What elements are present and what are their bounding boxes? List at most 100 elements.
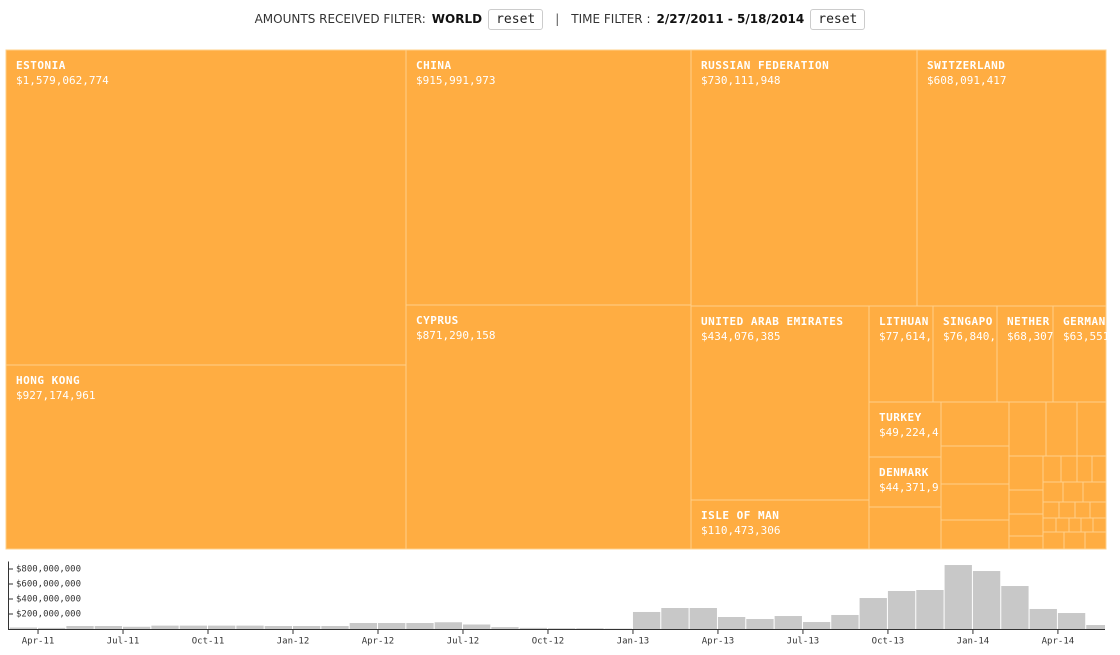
bar (1001, 586, 1029, 629)
cell-name: ESTONIA (16, 59, 66, 72)
separator: | (555, 12, 560, 26)
y-tick-label: $600,000,000 (16, 580, 81, 590)
bar (944, 565, 972, 629)
treemap-cell (868, 401, 942, 458)
bar (208, 625, 236, 629)
cell-name: SWITZERLAND (927, 59, 1005, 72)
cell-value: $927,174,961 (16, 389, 95, 402)
bar (887, 590, 916, 629)
bar (462, 624, 491, 629)
bar (972, 571, 1001, 629)
cell-name: CYPRUS (416, 314, 459, 327)
bar (66, 626, 94, 629)
cell-name: NETHER (1007, 315, 1050, 328)
bar (434, 622, 462, 629)
bar (661, 608, 689, 629)
cell-value: $730,111,948 (701, 74, 780, 87)
x-tick-label: Jul-11 (107, 637, 140, 647)
bar (38, 627, 66, 629)
treemap-cell (690, 49, 918, 307)
cell-value: $76,840, (943, 330, 996, 343)
treemap-cell (1052, 305, 1107, 403)
bar (746, 619, 774, 629)
bar (123, 626, 151, 629)
bar (9, 627, 38, 629)
bar (632, 611, 661, 629)
bar (1086, 625, 1105, 629)
bar (831, 614, 859, 629)
x-tick-label: Apr-11 (22, 637, 55, 647)
x-tick-label: Apr-13 (702, 637, 735, 647)
bar (859, 598, 887, 629)
x-tick-label: Jan-13 (617, 637, 650, 647)
bar (916, 590, 944, 629)
x-tick-label: Oct-11 (192, 637, 225, 647)
treemap-cell (5, 49, 407, 366)
bar (151, 625, 179, 629)
x-tick-label: Oct-12 (532, 637, 565, 647)
treemap-cell (916, 49, 1107, 307)
bar (519, 627, 547, 629)
bar (179, 625, 208, 629)
time-filter-label: TIME FILTER : (571, 12, 651, 26)
bar (491, 627, 519, 629)
bar (802, 622, 831, 629)
bar (689, 608, 717, 629)
bar (321, 626, 349, 629)
x-tick-label: Jan-12 (277, 637, 310, 647)
cell (868, 506, 942, 550)
y-tick-label: $800,000,000 (16, 565, 81, 575)
treemap-cell (868, 456, 942, 508)
y-tick-label: $200,000,000 (16, 610, 81, 620)
cell-name: DENMARK (879, 466, 929, 479)
cell-name: LITHUAN (879, 315, 929, 328)
cell-value: $1,579,062,774 (16, 74, 109, 87)
cell-value: $915,991,973 (416, 74, 495, 87)
bar (349, 623, 377, 629)
treemap-small-cells (868, 401, 1107, 550)
bar (774, 616, 802, 629)
cell-value: $608,091,417 (927, 74, 1006, 87)
cell-name: ISLE OF MAN (701, 509, 779, 522)
x-tick-label: Jan-14 (957, 637, 990, 647)
histogram: Apr-11 Jul-11 Oct-11 Jan-12 Apr-12 Jul-12 Oct-… (8, 561, 1105, 647)
bar (1029, 608, 1057, 629)
treemap-cell (932, 305, 998, 403)
treemap-cell (690, 499, 870, 550)
x-tick-label: Apr-12 (362, 637, 395, 647)
bar (264, 626, 292, 629)
x-tick-label: Oct-13 (872, 637, 905, 647)
time-filter-value: 2/27/2011 - 5/18/2014 (656, 12, 805, 26)
reset-button[interactable]: reset (810, 8, 866, 30)
amount-filter-value: WORLD (431, 12, 483, 26)
cell (1084, 531, 1107, 550)
bar (717, 617, 746, 629)
treemap: ESTONIA $1,579,062,774 HONG KONG $927,174,9… (5, 49, 1109, 550)
cell-name: SINGAPO (943, 315, 993, 328)
bar (547, 628, 576, 629)
cell-value: $871,290,158 (416, 329, 495, 342)
bar (576, 628, 604, 629)
bar (94, 626, 123, 629)
cell-value: $49,224,4 (879, 426, 939, 439)
treemap-cell (405, 304, 692, 550)
cell-value: $68,307 (1007, 330, 1053, 343)
treemap-cell (690, 305, 870, 501)
cell-name: RUSSIAN FEDERATION (701, 59, 829, 72)
bar (1057, 613, 1086, 629)
cell-name: UNITED ARAB EMIRATES (701, 315, 843, 328)
filter-bar: AMOUNTS RECEIVED FILTER: WORLD reset | T… (0, 6, 1120, 32)
cell-name: GERMAN (1063, 315, 1106, 328)
cell-name: TURKEY (879, 411, 922, 424)
reset-button[interactable]: reset (488, 8, 544, 30)
cell-name: CHINA (416, 59, 452, 72)
cell-name: HONG KONG (16, 374, 80, 387)
x-tick-label: Jul-13 (787, 637, 820, 647)
x-tick-label: Jul-12 (447, 637, 480, 647)
cell-value: $110,473,306 (701, 524, 780, 537)
cell-value: $434,076,385 (701, 330, 780, 343)
x-tick-label: Apr-14 (1042, 637, 1075, 647)
bar (236, 625, 264, 629)
bar (377, 623, 406, 629)
